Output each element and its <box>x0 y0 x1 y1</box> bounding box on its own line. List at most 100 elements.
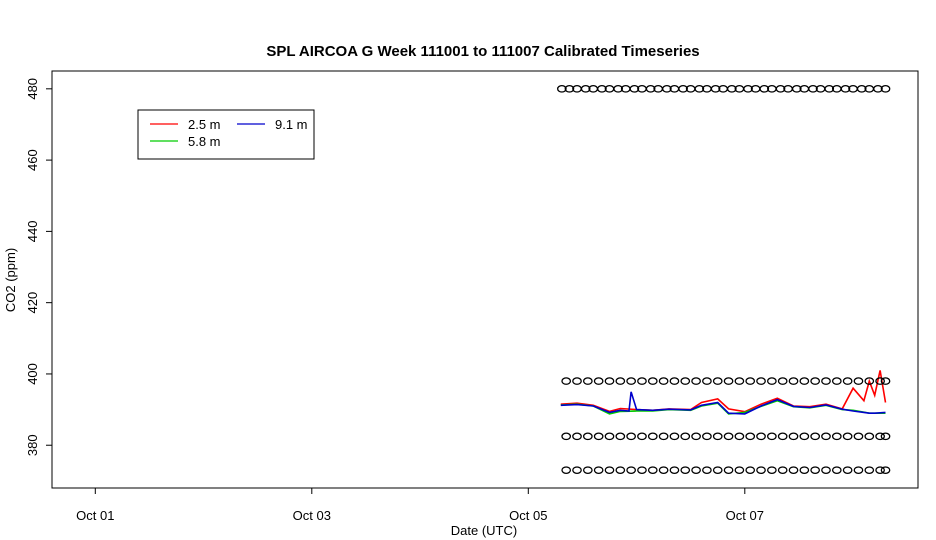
y-tick-label: 380 <box>25 434 40 456</box>
calibration-point <box>853 432 864 441</box>
x-tick-label: Oct 01 <box>76 508 114 523</box>
calibration-point <box>734 432 745 441</box>
calibration-point <box>723 466 734 475</box>
calibration-point <box>629 84 640 93</box>
calibration-point <box>678 84 688 93</box>
calibration-point <box>842 466 853 475</box>
calibration-point <box>662 84 672 93</box>
calibration-point <box>691 466 701 475</box>
calibration-point <box>597 84 607 93</box>
calibration-point <box>561 466 572 475</box>
calibration-point <box>767 377 777 385</box>
calibration-point <box>702 432 712 441</box>
calibration-point <box>767 466 777 475</box>
calibration-point <box>821 466 831 475</box>
calibration-point <box>572 466 582 475</box>
calibration-point <box>734 377 745 385</box>
calibration-point <box>767 432 777 441</box>
calibration-point <box>658 432 669 441</box>
calibration-point <box>710 84 721 93</box>
calibration-point <box>777 432 788 441</box>
calibration-point <box>647 466 658 475</box>
plot-frame <box>51 70 919 489</box>
calibration-point <box>637 377 647 385</box>
y-axis: 380 400 420 440 460 480 <box>25 78 52 456</box>
calibration-point <box>799 466 810 475</box>
calibration-point <box>821 377 831 385</box>
calibration-point <box>873 84 883 93</box>
calibration-point <box>777 377 788 385</box>
calibration-point <box>875 377 885 385</box>
calibration-point <box>691 377 701 385</box>
calibration-point <box>702 377 712 385</box>
legend-label: 9.1 m <box>275 117 308 132</box>
calibration-point <box>831 377 842 385</box>
calibration-point <box>756 466 766 475</box>
calibration-point <box>821 432 831 441</box>
calibration-point <box>615 377 626 385</box>
calibration-point <box>745 432 756 441</box>
calibration-point <box>824 84 835 93</box>
calibration-point <box>743 84 753 93</box>
calibration-point <box>810 377 821 385</box>
calibration-point <box>864 432 875 441</box>
y-tick-label: 440 <box>25 221 40 243</box>
calibration-point <box>702 466 712 475</box>
calibration-point <box>880 432 891 441</box>
calibration-point <box>561 432 572 441</box>
calibration-point <box>658 466 669 475</box>
calibration-point <box>658 377 669 385</box>
series-layer <box>557 84 891 475</box>
calibration-point <box>788 466 799 475</box>
calibration-point <box>604 432 615 441</box>
calibration-point <box>864 377 875 385</box>
calibration-point <box>756 377 766 385</box>
calibration-point <box>564 84 575 93</box>
calibration-point <box>582 377 593 385</box>
calibration-point <box>572 432 582 441</box>
y-tick-label: 420 <box>25 292 40 314</box>
calibration-point <box>853 377 864 385</box>
calibration-point <box>875 432 885 441</box>
calibration-point <box>759 84 770 93</box>
calibration-point <box>831 432 842 441</box>
x-tick-label: Oct 07 <box>726 508 764 523</box>
calibration-point <box>626 466 636 475</box>
calibration-point <box>840 84 851 93</box>
calibration-point <box>810 432 821 441</box>
calibration-point <box>880 466 891 475</box>
legend-box <box>137 109 315 160</box>
calibration-point <box>864 466 875 475</box>
x-tick-label: Oct 03 <box>293 508 331 523</box>
calibration-point <box>726 84 737 93</box>
calibration-point <box>788 377 799 385</box>
calibration-point <box>557 84 567 93</box>
calibration-point <box>880 377 891 385</box>
y-tick-label: 480 <box>25 78 40 100</box>
calibration-point <box>856 84 867 93</box>
calibration-point <box>680 432 691 441</box>
calibration-point <box>637 432 647 441</box>
calibration-point <box>637 466 647 475</box>
calibration-point <box>808 84 818 93</box>
legend: 2.5 m 5.8 m 9.1 m <box>137 109 315 160</box>
calibration-point <box>615 432 626 441</box>
calibration-point <box>880 84 891 93</box>
calibration-point <box>756 432 766 441</box>
calibration-point <box>712 377 723 385</box>
calibration-point <box>647 377 658 385</box>
calibration-point <box>680 466 691 475</box>
legend-label: 5.8 m <box>188 134 221 149</box>
calibration-point <box>799 377 810 385</box>
calibration-point <box>810 466 821 475</box>
calibration-point <box>582 466 593 475</box>
calibration-point <box>615 466 626 475</box>
calibration-point <box>723 432 734 441</box>
calibration-point <box>799 432 810 441</box>
chart-title: SPL AIRCOA G Week 111001 to 111007 Calib… <box>266 43 699 60</box>
calibration-point <box>745 466 756 475</box>
y-axis-label: CO2 (ppm) <box>3 248 18 312</box>
calibration-point <box>691 432 701 441</box>
calibration-point <box>645 84 656 93</box>
calibration-point <box>712 466 723 475</box>
